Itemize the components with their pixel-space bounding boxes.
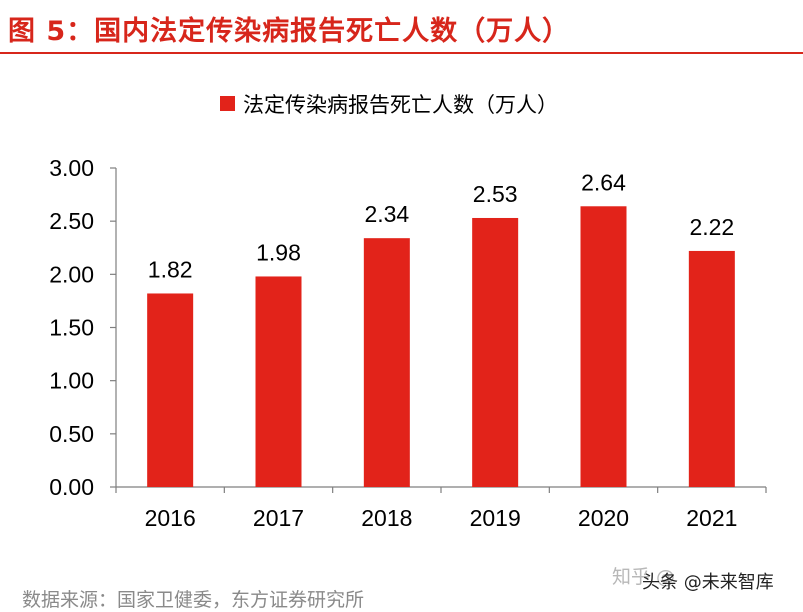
bar xyxy=(363,238,410,487)
data-label: 2.64 xyxy=(581,169,626,195)
x-tick-label: 2019 xyxy=(470,505,521,531)
source-note: 数据来源：国家卫健委，东方证券研究所 xyxy=(22,589,365,611)
y-tick-label: 1.50 xyxy=(49,315,94,341)
bar xyxy=(147,293,194,487)
bar xyxy=(255,276,302,487)
data-label: 2.22 xyxy=(689,214,734,240)
data-label: 1.82 xyxy=(148,256,193,282)
bar xyxy=(472,217,519,487)
x-tick-label: 2017 xyxy=(253,505,304,531)
figure-title: 图 5：国内法定传染病报告死亡人数（万人） xyxy=(8,16,571,47)
x-tick-label: 2020 xyxy=(578,505,629,531)
y-tick-label: 2.00 xyxy=(49,261,94,287)
y-tick-label: 2.50 xyxy=(49,208,94,234)
watermark-zhihu: 知乎 @ xyxy=(612,566,676,588)
y-tick-label: 1.00 xyxy=(49,368,94,394)
data-label: 2.53 xyxy=(473,181,518,207)
bar xyxy=(688,250,735,487)
title-divider xyxy=(0,52,803,54)
x-tick-label: 2021 xyxy=(686,505,737,531)
watermark-toutiao: 头条 @未来智库 xyxy=(642,572,774,593)
y-tick-label: 0.50 xyxy=(49,421,94,447)
bar xyxy=(580,206,627,487)
x-tick-label: 2016 xyxy=(145,505,196,531)
data-label: 1.98 xyxy=(256,239,301,265)
data-label: 2.34 xyxy=(364,201,409,227)
y-tick-label: 0.00 xyxy=(49,474,94,500)
y-tick-label: 3.00 xyxy=(49,155,94,181)
legend-swatch xyxy=(220,96,235,111)
legend-label: 法定传染病报告死亡人数（万人） xyxy=(243,93,558,117)
x-tick-label: 2018 xyxy=(361,505,412,531)
